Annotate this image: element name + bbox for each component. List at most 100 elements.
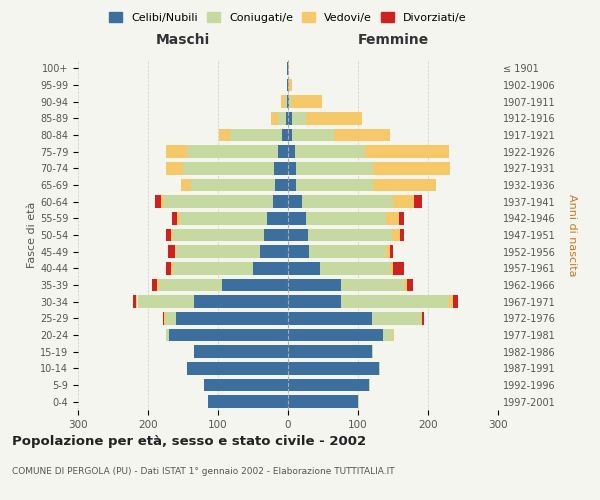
- Y-axis label: Anni di nascita: Anni di nascita: [567, 194, 577, 276]
- Bar: [173, 262, 253, 274]
- Bar: [288, 379, 368, 391]
- Bar: [373, 179, 436, 192]
- Bar: [407, 279, 413, 291]
- Bar: [171, 262, 173, 274]
- Bar: [392, 229, 400, 241]
- Bar: [389, 246, 393, 258]
- Bar: [267, 212, 288, 224]
- Bar: [365, 146, 449, 158]
- Bar: [449, 296, 452, 308]
- Bar: [155, 196, 161, 208]
- Bar: [452, 296, 458, 308]
- Bar: [176, 246, 260, 258]
- Bar: [386, 212, 398, 224]
- Bar: [275, 179, 288, 192]
- Bar: [288, 246, 309, 258]
- Bar: [341, 296, 449, 308]
- Bar: [253, 262, 288, 274]
- Bar: [193, 296, 288, 308]
- Bar: [287, 79, 288, 92]
- Bar: [181, 179, 191, 192]
- Bar: [288, 362, 379, 374]
- Bar: [389, 262, 393, 274]
- Bar: [421, 312, 422, 324]
- Legend: Celibi/Nubili, Coniugati/e, Vedovi/e, Divorziati/e: Celibi/Nubili, Coniugati/e, Vedovi/e, Di…: [105, 8, 471, 28]
- Bar: [422, 312, 424, 324]
- Bar: [296, 162, 373, 174]
- Bar: [296, 179, 373, 192]
- Bar: [284, 96, 287, 108]
- Bar: [158, 279, 221, 291]
- Bar: [288, 212, 305, 224]
- Bar: [287, 96, 288, 108]
- Bar: [167, 246, 175, 258]
- Bar: [263, 229, 288, 241]
- Bar: [288, 62, 289, 74]
- Bar: [175, 246, 176, 258]
- Bar: [164, 312, 166, 324]
- Bar: [183, 162, 274, 174]
- Bar: [288, 129, 292, 141]
- Bar: [137, 296, 193, 308]
- Bar: [288, 112, 292, 124]
- Bar: [172, 212, 178, 224]
- Bar: [341, 279, 404, 291]
- Bar: [398, 212, 404, 224]
- Bar: [334, 129, 389, 141]
- Bar: [176, 312, 288, 324]
- Bar: [271, 112, 277, 124]
- Bar: [157, 279, 158, 291]
- Bar: [292, 129, 334, 141]
- Bar: [358, 396, 359, 408]
- Bar: [274, 162, 288, 174]
- Bar: [320, 262, 389, 274]
- Bar: [288, 146, 295, 158]
- Bar: [308, 229, 392, 241]
- Bar: [372, 346, 373, 358]
- Bar: [220, 129, 230, 141]
- Bar: [230, 129, 283, 141]
- Bar: [393, 329, 394, 341]
- Bar: [178, 212, 179, 224]
- Bar: [288, 262, 320, 274]
- Bar: [288, 329, 383, 341]
- Bar: [204, 379, 288, 391]
- Bar: [166, 229, 171, 241]
- Bar: [288, 96, 289, 108]
- Bar: [171, 229, 173, 241]
- Text: Maschi: Maschi: [156, 32, 210, 46]
- Bar: [404, 279, 407, 291]
- Bar: [289, 96, 291, 108]
- Bar: [286, 112, 288, 124]
- Bar: [379, 362, 380, 374]
- Bar: [292, 112, 305, 124]
- Bar: [187, 362, 288, 374]
- Bar: [309, 246, 386, 258]
- Bar: [169, 329, 288, 341]
- Bar: [179, 212, 267, 224]
- Bar: [393, 196, 414, 208]
- Bar: [193, 346, 288, 358]
- Bar: [288, 312, 372, 324]
- Bar: [281, 96, 284, 108]
- Bar: [288, 79, 292, 92]
- Bar: [173, 229, 263, 241]
- Text: Femmine: Femmine: [358, 32, 428, 46]
- Y-axis label: Fasce di età: Fasce di età: [27, 202, 37, 268]
- Bar: [368, 379, 370, 391]
- Bar: [400, 229, 404, 241]
- Bar: [283, 129, 288, 141]
- Bar: [277, 146, 288, 158]
- Bar: [260, 246, 288, 258]
- Bar: [288, 296, 341, 308]
- Bar: [288, 279, 341, 291]
- Bar: [164, 196, 272, 208]
- Bar: [161, 196, 164, 208]
- Bar: [305, 112, 361, 124]
- Bar: [287, 62, 288, 74]
- Bar: [288, 229, 308, 241]
- Bar: [136, 296, 137, 308]
- Bar: [208, 396, 288, 408]
- Bar: [166, 146, 187, 158]
- Bar: [163, 312, 164, 324]
